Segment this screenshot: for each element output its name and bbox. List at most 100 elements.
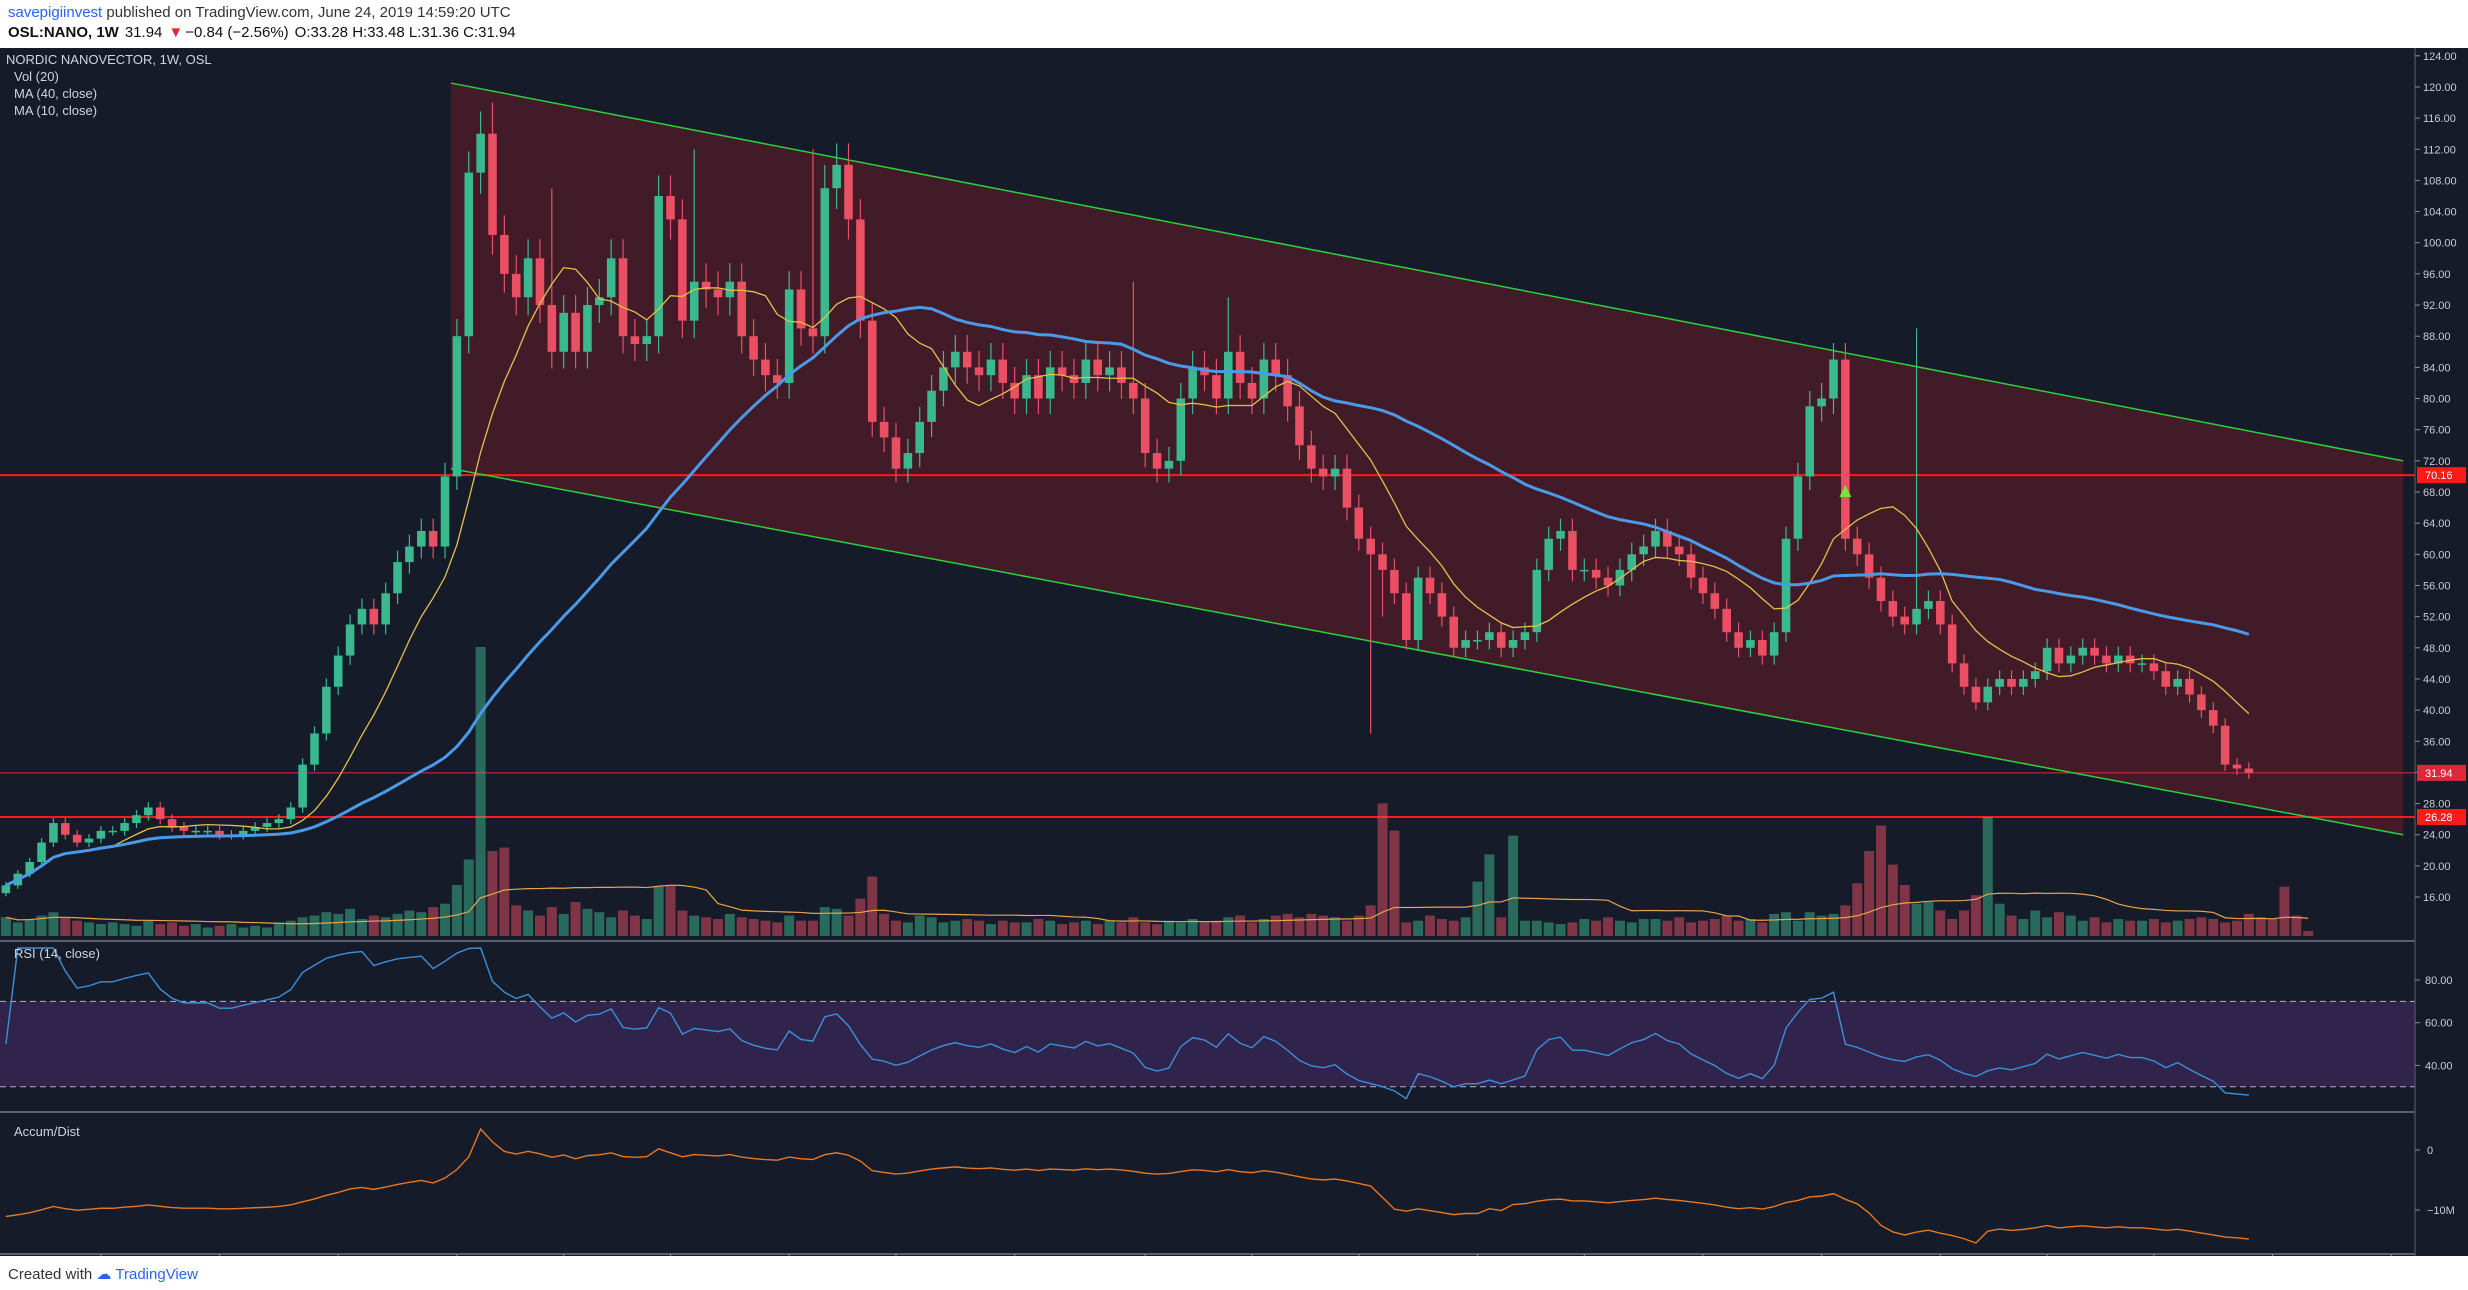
candle-body	[523, 258, 533, 298]
candle-body	[1402, 593, 1411, 640]
volume-bar	[1626, 922, 1637, 936]
indicator-ma40-label: MA (40, close)	[14, 86, 97, 101]
volume-bar	[879, 913, 890, 936]
volume-bar	[1282, 913, 1293, 936]
price-tick-label: 72.00	[2423, 456, 2451, 468]
candle-body	[927, 390, 936, 422]
volume-bar	[1484, 854, 1495, 936]
volume-bar	[238, 927, 249, 936]
volume-bar	[48, 912, 59, 936]
axis-background	[2415, 48, 2468, 1256]
symbol-line: OSL:NANO, 1W 31.94 ▼ −0.84 (−2.56%) O:33.28 …	[8, 24, 516, 41]
candle-body	[2161, 671, 2171, 687]
candle-body	[1936, 601, 1945, 625]
volume-bar	[2101, 922, 2112, 936]
price-pane	[0, 82, 2415, 1255]
candle-body	[155, 807, 165, 820]
candle-body	[654, 196, 663, 337]
candle-body	[2007, 678, 2016, 687]
candle-body	[1841, 359, 1850, 539]
volume-bar	[1875, 825, 1886, 936]
volume-bar	[1816, 915, 1827, 936]
volume-bar	[1104, 920, 1115, 936]
candle-body	[1140, 398, 1150, 454]
candle-body	[1900, 616, 1909, 625]
volume-bar	[2160, 922, 2171, 936]
volume-bar	[309, 915, 320, 936]
candle-body	[1817, 398, 1826, 407]
candle-body	[583, 305, 592, 352]
volume-bar	[558, 913, 569, 936]
ohlc-values: O:33.28 H:33.48 L:31.36 C:31.94	[294, 24, 516, 41]
price-tick-label: 96.00	[2423, 269, 2451, 281]
volume-bar	[736, 917, 747, 936]
tradingview-brand[interactable]: TradingView	[115, 1266, 198, 1283]
volume-bar	[285, 920, 296, 936]
volume-bar	[143, 920, 154, 936]
volume-bar	[273, 922, 284, 936]
volume-bar	[760, 920, 771, 936]
candle-body	[856, 219, 865, 321]
candle-body	[2244, 768, 2254, 773]
volume-bar	[1306, 913, 1317, 936]
candle-body	[832, 164, 841, 189]
candle-body	[2149, 663, 2159, 672]
volume-bar	[416, 912, 427, 936]
volume-bar	[380, 917, 391, 936]
volume-bar	[665, 885, 676, 936]
volume-bar	[1247, 922, 1257, 936]
candle-body	[381, 593, 390, 625]
candle-body	[689, 281, 699, 321]
candle-body	[1223, 351, 1233, 399]
volume-bar	[523, 910, 534, 936]
volume-bar	[629, 915, 640, 936]
volume-bar	[1757, 922, 1768, 936]
volume-bar	[1792, 920, 1803, 936]
volume-bar	[95, 924, 106, 936]
volume-bar	[890, 920, 901, 936]
volume-bar	[214, 925, 225, 936]
candle-body	[1259, 359, 1269, 399]
candle-body	[1164, 460, 1174, 469]
volume-bar	[819, 907, 830, 936]
volume-bar	[1128, 917, 1139, 936]
candle-body	[1425, 577, 1435, 594]
volume-bar	[2006, 915, 2017, 936]
candle-body	[1971, 686, 1981, 703]
volume-bar	[1045, 920, 1056, 936]
price-change: −0.84 (−2.56%)	[185, 24, 289, 41]
volume-bar	[914, 915, 925, 936]
volume-bar	[428, 907, 439, 936]
level-badge-label: 31.94	[2425, 768, 2453, 780]
volume-bar	[2053, 912, 2064, 936]
accum-tick-label: −10M	[2427, 1205, 2455, 1217]
price-tick-label: 60.00	[2423, 549, 2451, 561]
created-with: Created with ☁ TradingView	[8, 1265, 198, 1283]
volume-bar	[1733, 920, 1744, 936]
accum-pane	[5, 1127, 2249, 1244]
volume-bar	[1591, 920, 1602, 936]
candle-body	[1722, 608, 1731, 633]
rsi-title: RSI (14, close)	[14, 946, 100, 961]
volume-bar	[131, 925, 142, 936]
candle-body	[1663, 530, 1672, 547]
volume-bar	[534, 915, 545, 936]
volume-bar	[1686, 922, 1697, 936]
indicator-ma10-label: MA (10, close)	[14, 103, 97, 118]
candle-body	[784, 289, 794, 383]
volume-bar	[1330, 917, 1341, 936]
volume-bar	[404, 910, 415, 936]
volume-bar	[1970, 895, 1981, 936]
chart-area[interactable]: MayJulSepNov2017MarMayJulSepNov2018MarMa…	[0, 48, 2468, 1256]
candle-body	[215, 830, 224, 835]
volume-bar	[748, 919, 759, 936]
candle-body	[2208, 710, 2218, 726]
volume-bar	[1009, 922, 1020, 936]
publish-header: savepigiinvest published on TradingView.…	[0, 0, 2468, 48]
volume-bar	[1057, 924, 1068, 936]
candle-body	[1864, 554, 1874, 578]
price-tick-label: 64.00	[2423, 518, 2451, 530]
publisher-link[interactable]: savepigiinvest	[8, 4, 103, 21]
candle-body	[559, 312, 568, 352]
volume-bar	[1709, 919, 1720, 936]
